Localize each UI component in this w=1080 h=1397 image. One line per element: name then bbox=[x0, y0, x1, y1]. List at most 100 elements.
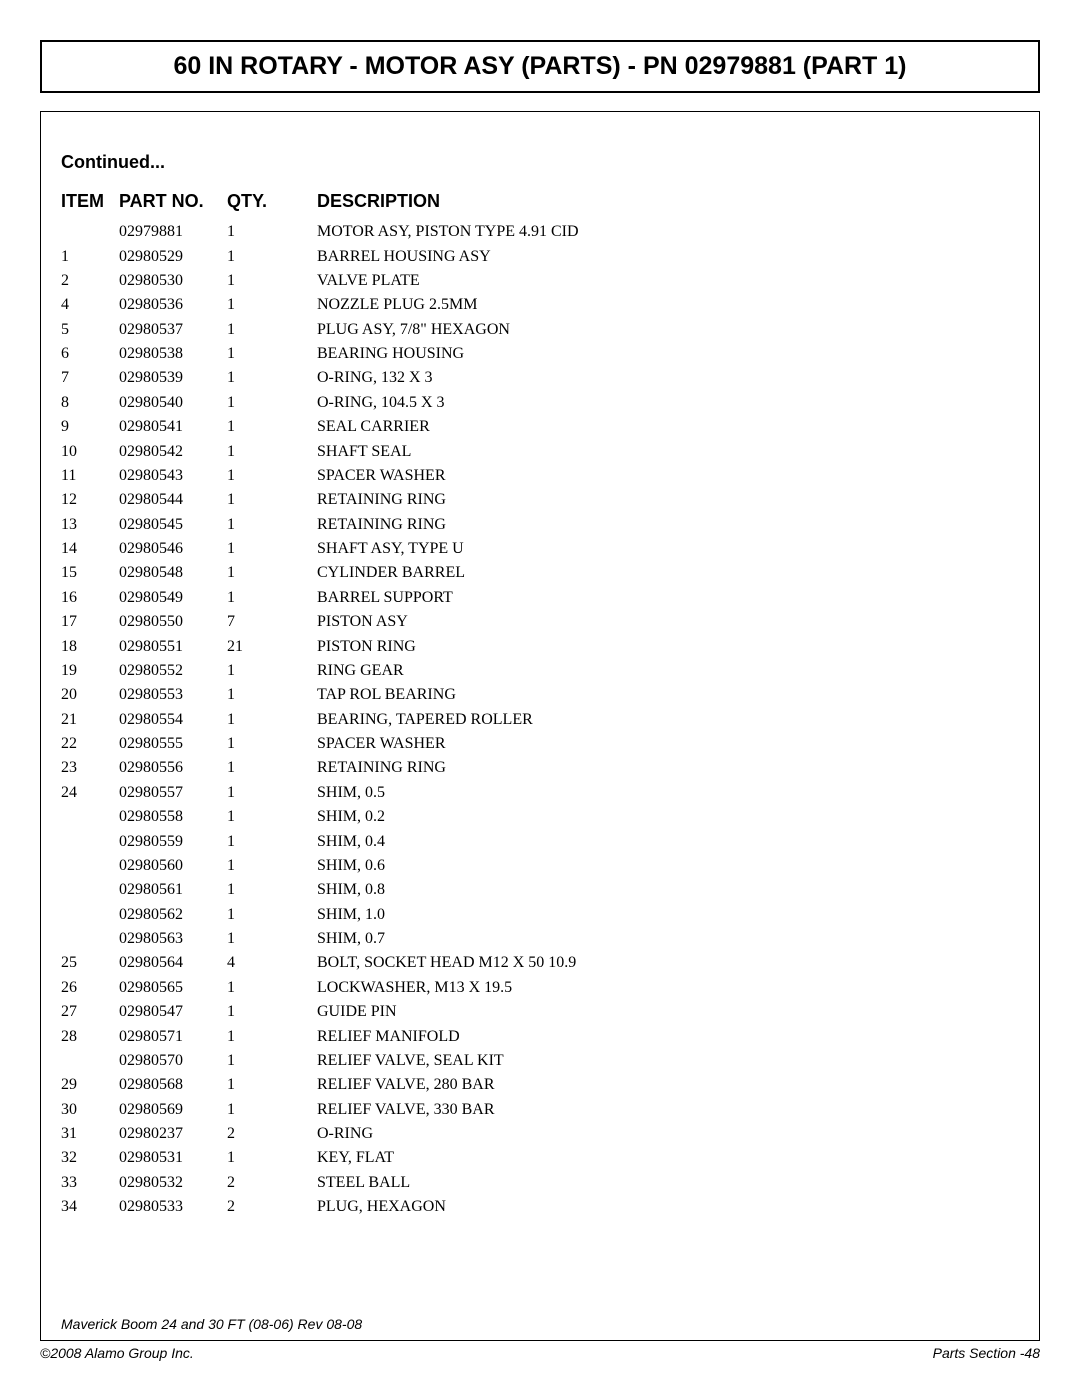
cell-qty: 1 bbox=[227, 829, 317, 853]
cell-partno: 02980557 bbox=[119, 781, 227, 805]
cell-qty: 1 bbox=[227, 659, 317, 683]
cell-desc: SHIM, 0.2 bbox=[317, 805, 1019, 829]
cell-qty: 1 bbox=[227, 391, 317, 415]
cell-desc: SEAL CARRIER bbox=[317, 415, 1019, 439]
cell-desc: SHAFT ASY, TYPE U bbox=[317, 537, 1019, 561]
title-frame: 60 IN ROTARY - MOTOR ASY (PARTS) - PN 02… bbox=[40, 40, 1040, 93]
cell-item bbox=[61, 220, 119, 244]
table-row: 32029805311KEY, FLAT bbox=[61, 1146, 1019, 1170]
cell-partno: 02980558 bbox=[119, 805, 227, 829]
table-row: 13029805451RETAINING RING bbox=[61, 513, 1019, 537]
table-row: 6029805381BEARING HOUSING bbox=[61, 342, 1019, 366]
cell-item: 25 bbox=[61, 951, 119, 975]
table-header-row: ITEM PART NO. QTY. DESCRIPTION bbox=[61, 187, 1019, 220]
cell-qty: 1 bbox=[227, 415, 317, 439]
cell-qty: 1 bbox=[227, 318, 317, 342]
cell-qty: 1 bbox=[227, 1049, 317, 1073]
cell-partno: 02980552 bbox=[119, 659, 227, 683]
cell-item: 30 bbox=[61, 1098, 119, 1122]
body-frame: Continued... ITEM PART NO. QTY. DESCRIPT… bbox=[40, 111, 1040, 1341]
cell-qty: 1 bbox=[227, 488, 317, 512]
cell-desc: SHAFT SEAL bbox=[317, 439, 1019, 463]
cell-item: 11 bbox=[61, 464, 119, 488]
cell-desc: O-RING, 132 X 3 bbox=[317, 366, 1019, 390]
cell-partno: 02980537 bbox=[119, 318, 227, 342]
cell-item: 23 bbox=[61, 756, 119, 780]
cell-qty: 1 bbox=[227, 293, 317, 317]
col-header-qty: QTY. bbox=[227, 187, 317, 220]
table-row: 21029805541BEARING, TAPERED ROLLER bbox=[61, 708, 1019, 732]
cell-desc: TAP ROL BEARING bbox=[317, 683, 1019, 707]
cell-qty: 1 bbox=[227, 439, 317, 463]
table-row: 30029805691RELIEF VALVE, 330 BAR bbox=[61, 1098, 1019, 1122]
table-row: 31029802372O-RING bbox=[61, 1122, 1019, 1146]
cell-qty: 21 bbox=[227, 634, 317, 658]
cell-desc: RETAINING RING bbox=[317, 488, 1019, 512]
cell-qty: 1 bbox=[227, 732, 317, 756]
cell-qty: 1 bbox=[227, 1000, 317, 1024]
cell-qty: 1 bbox=[227, 269, 317, 293]
cell-desc: O-RING bbox=[317, 1122, 1019, 1146]
continued-label: Continued... bbox=[61, 152, 1019, 173]
cell-item: 19 bbox=[61, 659, 119, 683]
cell-partno: 02980559 bbox=[119, 829, 227, 853]
cell-partno: 02980539 bbox=[119, 366, 227, 390]
cell-desc: O-RING, 104.5 X 3 bbox=[317, 391, 1019, 415]
cell-qty: 1 bbox=[227, 805, 317, 829]
cell-partno: 02980568 bbox=[119, 1073, 227, 1097]
cell-desc: SHIM, 1.0 bbox=[317, 903, 1019, 927]
cell-desc: RELIEF MANIFOLD bbox=[317, 1024, 1019, 1048]
table-row: 029805601SHIM, 0.6 bbox=[61, 854, 1019, 878]
table-row: 23029805561RETAINING RING bbox=[61, 756, 1019, 780]
cell-item: 33 bbox=[61, 1171, 119, 1195]
cell-item: 24 bbox=[61, 781, 119, 805]
cell-item: 28 bbox=[61, 1024, 119, 1048]
cell-partno: 02980550 bbox=[119, 610, 227, 634]
cell-item: 4 bbox=[61, 293, 119, 317]
cell-desc: PISTON RING bbox=[317, 634, 1019, 658]
table-row: 27029805471GUIDE PIN bbox=[61, 1000, 1019, 1024]
table-row: 029805581SHIM, 0.2 bbox=[61, 805, 1019, 829]
cell-desc: BEARING HOUSING bbox=[317, 342, 1019, 366]
cell-desc: MOTOR ASY, PISTON TYPE 4.91 CID bbox=[317, 220, 1019, 244]
cell-item bbox=[61, 878, 119, 902]
table-row: 180298055121PISTON RING bbox=[61, 634, 1019, 658]
cell-partno: 02980570 bbox=[119, 1049, 227, 1073]
cell-desc: BEARING, TAPERED ROLLER bbox=[317, 708, 1019, 732]
cell-desc: RELIEF VALVE, 330 BAR bbox=[317, 1098, 1019, 1122]
cell-qty: 1 bbox=[227, 781, 317, 805]
cell-partno: 02980540 bbox=[119, 391, 227, 415]
table-row: 029805621SHIM, 1.0 bbox=[61, 903, 1019, 927]
cell-partno: 02980554 bbox=[119, 708, 227, 732]
table-row: 029805631SHIM, 0.7 bbox=[61, 927, 1019, 951]
cell-partno: 02980530 bbox=[119, 269, 227, 293]
table-row: 4029805361NOZZLE PLUG 2.5MM bbox=[61, 293, 1019, 317]
cell-item bbox=[61, 903, 119, 927]
cell-item: 1 bbox=[61, 244, 119, 268]
cell-desc: RELIEF VALVE, SEAL KIT bbox=[317, 1049, 1019, 1073]
cell-item bbox=[61, 854, 119, 878]
table-row: 1029805291BARREL HOUSING ASY bbox=[61, 244, 1019, 268]
table-row: 25029805644BOLT, SOCKET HEAD M12 X 50 10… bbox=[61, 951, 1019, 975]
cell-partno: 02980569 bbox=[119, 1098, 227, 1122]
cell-partno: 02980548 bbox=[119, 561, 227, 585]
cell-item: 10 bbox=[61, 439, 119, 463]
cell-desc: SHIM, 0.8 bbox=[317, 878, 1019, 902]
cell-partno: 02980564 bbox=[119, 951, 227, 975]
table-row: 12029805441RETAINING RING bbox=[61, 488, 1019, 512]
cell-qty: 1 bbox=[227, 537, 317, 561]
cell-qty: 7 bbox=[227, 610, 317, 634]
cell-item: 20 bbox=[61, 683, 119, 707]
table-row: 16029805491BARREL SUPPORT bbox=[61, 586, 1019, 610]
cell-qty: 1 bbox=[227, 220, 317, 244]
cell-qty: 1 bbox=[227, 1073, 317, 1097]
cell-qty: 1 bbox=[227, 756, 317, 780]
cell-partno: 02980542 bbox=[119, 439, 227, 463]
cell-item: 22 bbox=[61, 732, 119, 756]
cell-desc: LOCKWASHER, M13 X 19.5 bbox=[317, 976, 1019, 1000]
cell-desc: VALVE PLATE bbox=[317, 269, 1019, 293]
cell-partno: 02980538 bbox=[119, 342, 227, 366]
page-footer: ©2008 Alamo Group Inc. Parts Section -48 bbox=[40, 1345, 1040, 1361]
table-row: 8029805401O-RING, 104.5 X 3 bbox=[61, 391, 1019, 415]
table-row: 029805611SHIM, 0.8 bbox=[61, 878, 1019, 902]
